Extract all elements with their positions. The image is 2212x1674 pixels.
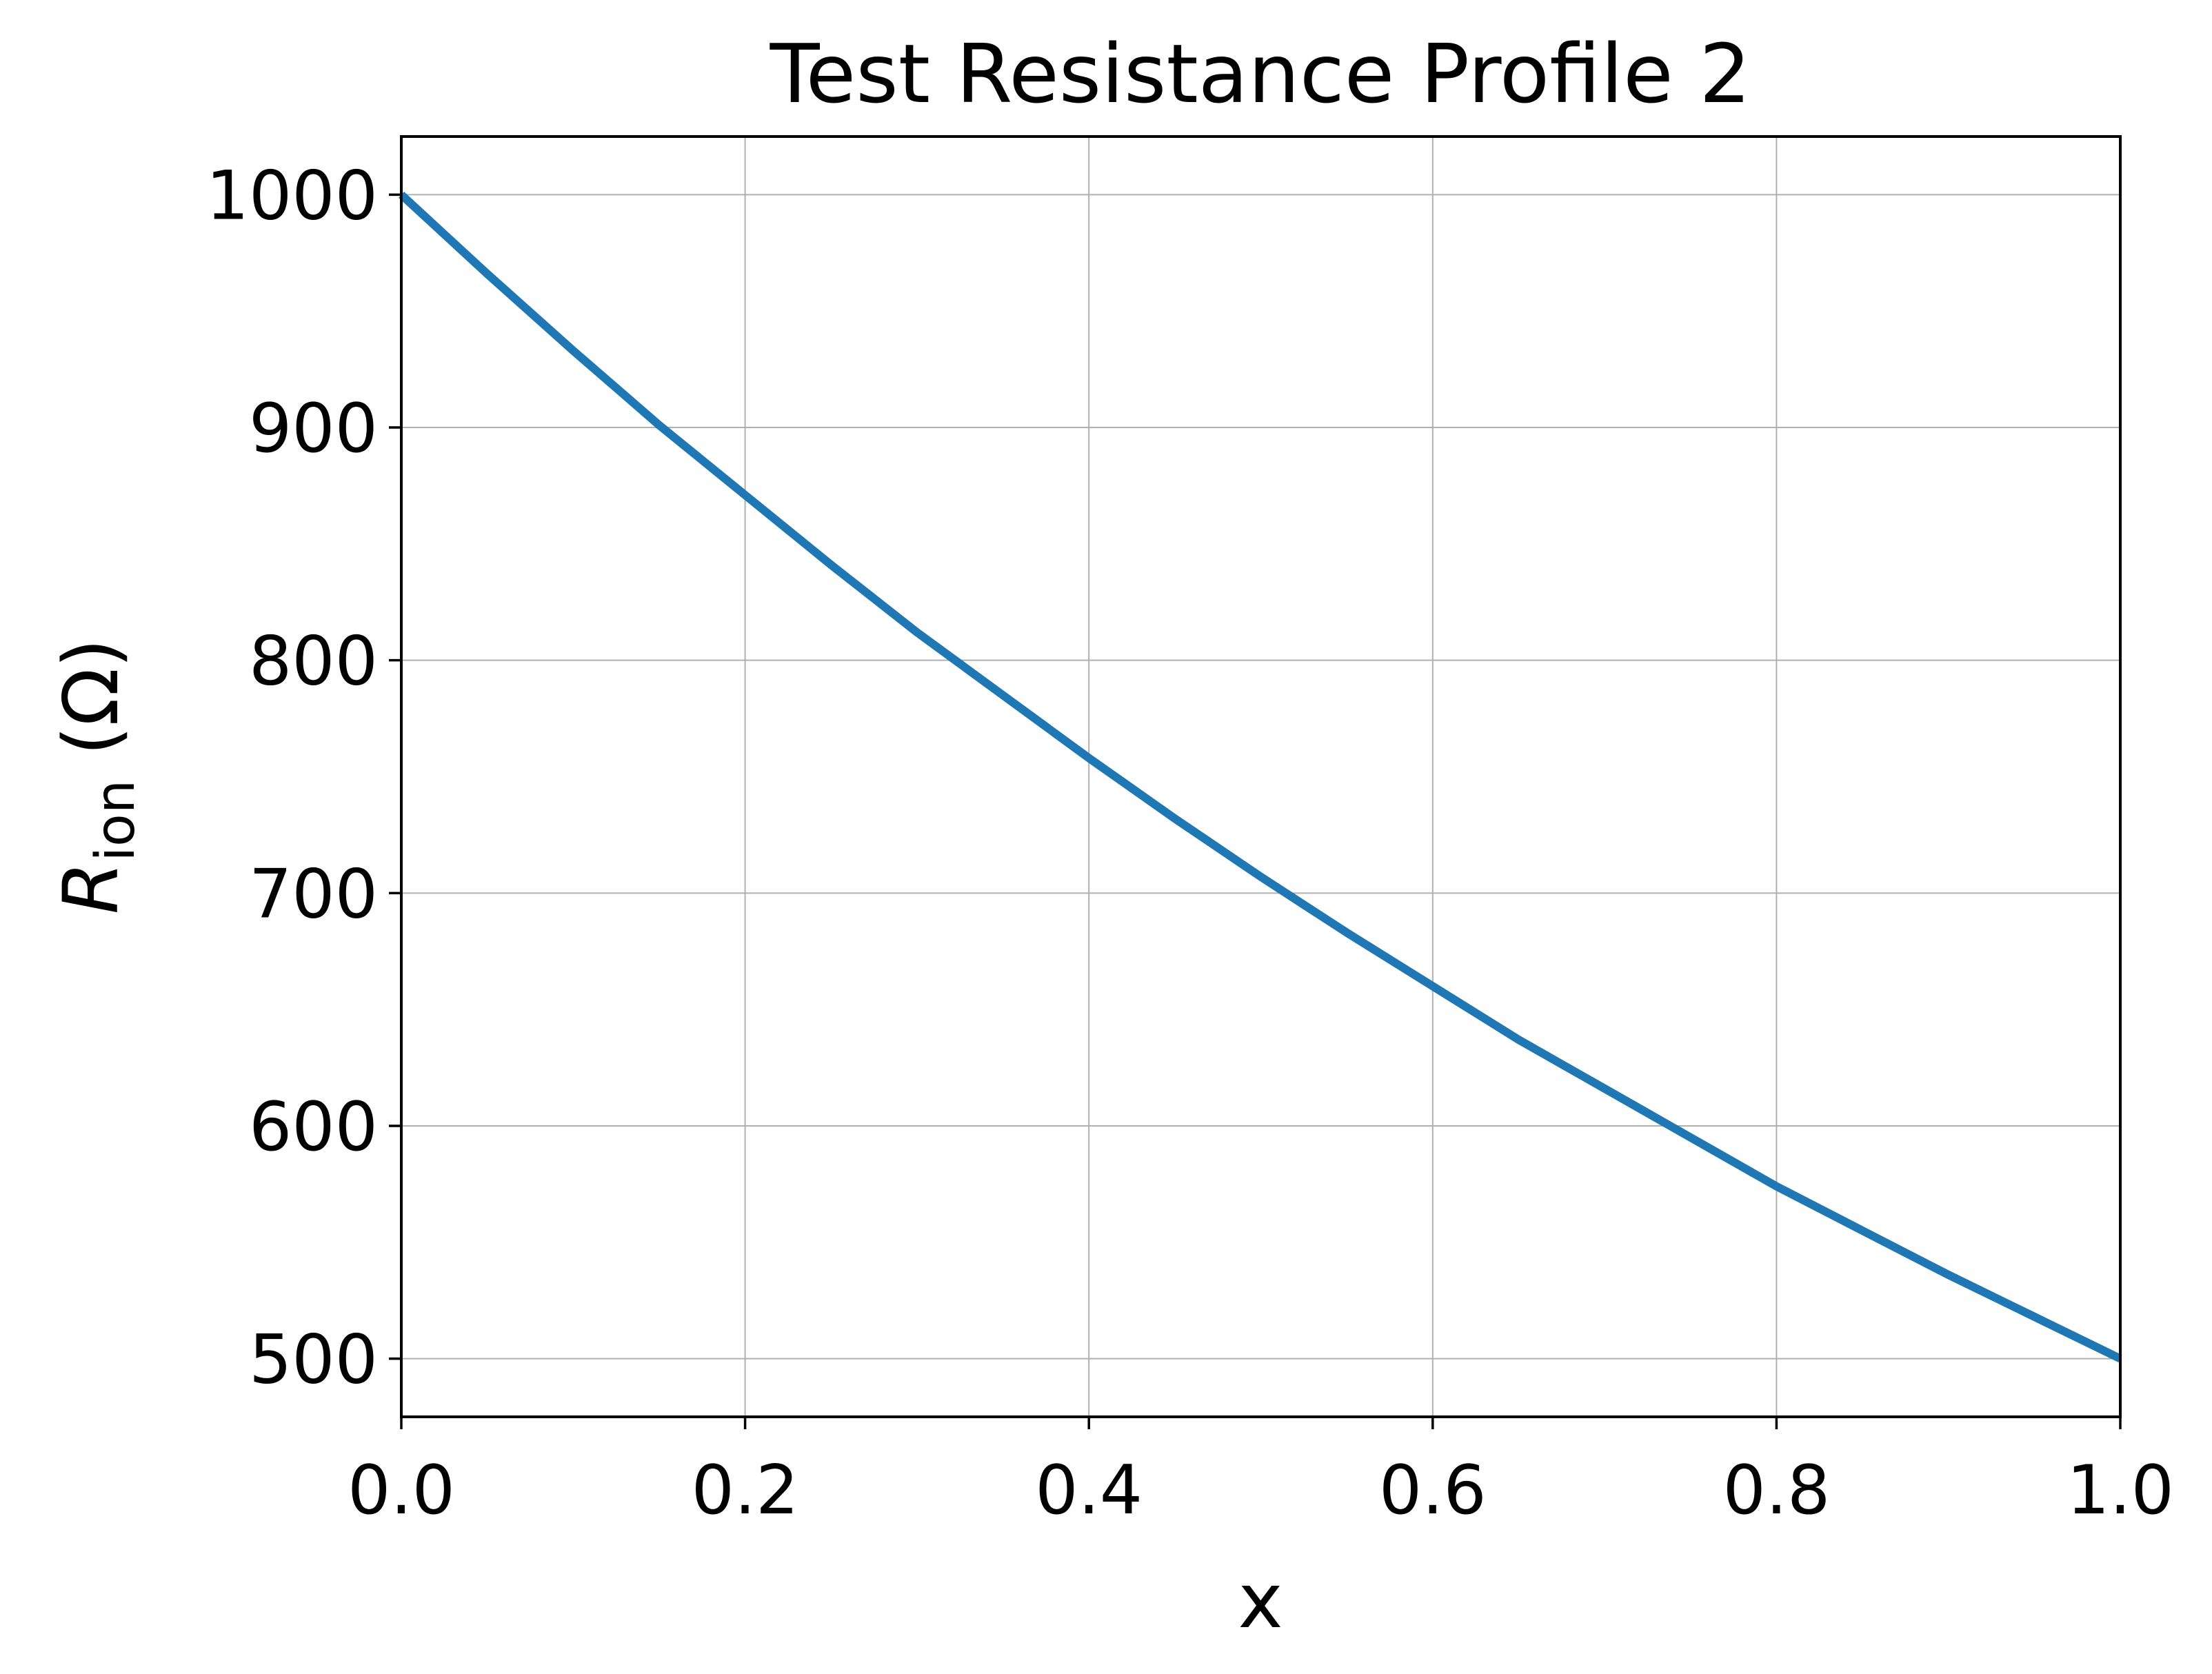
y-tick-label: 800 — [249, 623, 378, 701]
x-axis-label: x — [1238, 1557, 1283, 1645]
y-tick-label: 700 — [249, 855, 378, 934]
x-tick-label: 0.0 — [348, 1451, 455, 1530]
y-tick-label: 1000 — [206, 157, 378, 235]
x-tick-label: 0.2 — [692, 1451, 799, 1530]
axis-ticks: 0.0 0.2 0.4 0.6 0.8 1.0 500 600 700 800 900 1000 — [206, 157, 2174, 1530]
series-layer — [398, 191, 2122, 1362]
y-axis-label-subscript: ion — [85, 780, 147, 862]
x-tick-label: 1.0 — [2067, 1451, 2174, 1530]
x-tick-label: 0.8 — [1722, 1451, 1830, 1530]
x-tick-label: 0.4 — [1035, 1451, 1143, 1530]
series-line — [398, 191, 2122, 1362]
y-axis-label-symbol: R — [47, 862, 135, 914]
y-tick-label: 500 — [249, 1321, 378, 1400]
y-tick-label: 600 — [249, 1088, 378, 1167]
x-tick-label: 0.6 — [1379, 1451, 1487, 1530]
plot-frame — [400, 135, 2122, 1418]
chart-title: Test Resistance Profile 2 — [770, 26, 1751, 121]
grid-lines — [401, 137, 2121, 1417]
y-tick-label: 900 — [249, 390, 378, 468]
y-axis-label-unit: (Ω) — [47, 638, 135, 780]
y-axis-label: Rion (Ω) — [47, 638, 147, 914]
